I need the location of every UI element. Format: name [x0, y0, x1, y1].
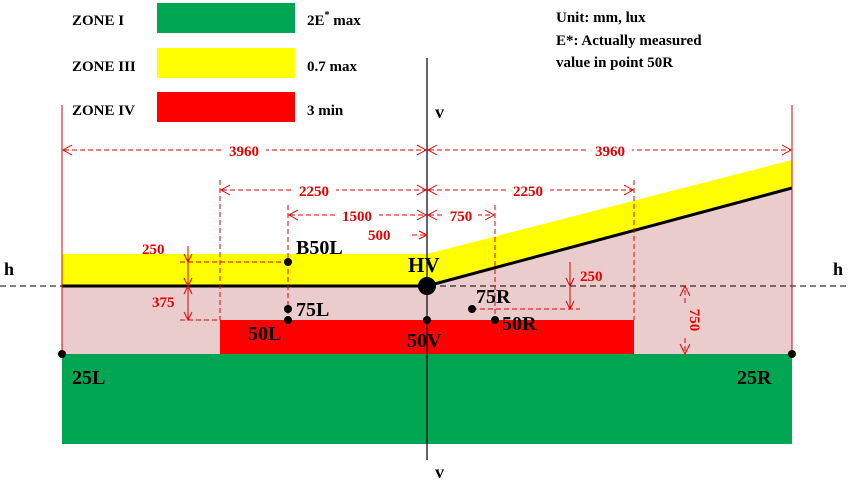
dim-250-left: 250: [142, 242, 165, 258]
point-25r: [788, 350, 796, 358]
test-points: [58, 258, 796, 358]
legend-zone3-swatch: [157, 48, 295, 78]
dim-3960-right: 3960: [595, 144, 625, 160]
dim-2250: 2250 2250: [219, 181, 635, 200]
h-label-left: h: [4, 259, 14, 279]
label-25r: 25R: [737, 367, 772, 389]
legend-zone1-swatch: [157, 3, 295, 33]
note-unit: Unit: mm, lux: [556, 10, 646, 26]
legend-zone4-label: ZONE IV: [72, 103, 135, 119]
legend: ZONE I 2E* max ZONE III 0.7 max ZONE IV …: [72, 3, 361, 122]
label-hv: HV: [408, 253, 440, 277]
legend-zone3-label: ZONE III: [72, 59, 136, 75]
point-hv: [418, 277, 436, 295]
dim-750-vertical: 750: [686, 309, 702, 332]
point-b50l: [284, 258, 292, 266]
label-75r: 75R: [476, 286, 511, 308]
zone-pink-area: [62, 188, 792, 354]
point-labels: HV B50L 75L 50L 50V 75R 50R 25L 25R: [72, 237, 772, 389]
dim-250-right: 250: [580, 269, 603, 285]
label-25l: 25L: [72, 367, 105, 389]
point-75l: [284, 305, 292, 313]
label-50v: 50V: [407, 330, 442, 352]
note-estar-cont: value in point 50R: [556, 55, 673, 71]
point-50r: [491, 316, 499, 324]
legend-zone3-value: 0.7 max: [307, 59, 357, 75]
legend-zone4-swatch: [157, 92, 295, 122]
point-25l: [58, 350, 66, 358]
dim-2250-right: 2250: [513, 184, 543, 200]
dim-2250-left: 2250: [299, 184, 329, 200]
point-50v: [423, 316, 431, 324]
dim-750-horizontal: 750: [450, 209, 473, 225]
dim-right-750: 750: [676, 284, 702, 356]
h-label-right: h: [833, 259, 843, 279]
label-75l: 75L: [296, 299, 329, 321]
label-b50l: B50L: [296, 237, 343, 259]
dim-500: 500: [368, 228, 429, 244]
v-label-bottom: v: [435, 462, 444, 482]
label-50r: 50R: [502, 313, 537, 335]
label-50l: 50L: [248, 323, 281, 345]
v-label-top: v: [435, 102, 444, 122]
zone3-area: [62, 160, 792, 286]
dim-1500: 1500: [342, 209, 372, 225]
dim-right-250: 250: [565, 262, 603, 311]
dim-left-vertical: 250 375: [142, 242, 193, 322]
note-estar: E*: Actually measured: [556, 33, 702, 49]
dim-1500-750: 1500 750: [287, 206, 496, 225]
dim-500-label: 500: [368, 228, 391, 244]
legend-zone1-label: ZONE I: [72, 13, 124, 29]
legend-zone4-value: 3 min: [307, 103, 344, 119]
dim-3960-left: 3960: [229, 144, 259, 160]
dim-3960: 3960 3960: [61, 141, 793, 160]
point-50l: [284, 316, 292, 324]
point-75r: [468, 305, 476, 313]
notes: Unit: mm, lux E*: Actually measured valu…: [556, 10, 702, 71]
legend-zone1-value: 2E* max: [307, 10, 361, 29]
dim-375: 375: [152, 295, 175, 311]
